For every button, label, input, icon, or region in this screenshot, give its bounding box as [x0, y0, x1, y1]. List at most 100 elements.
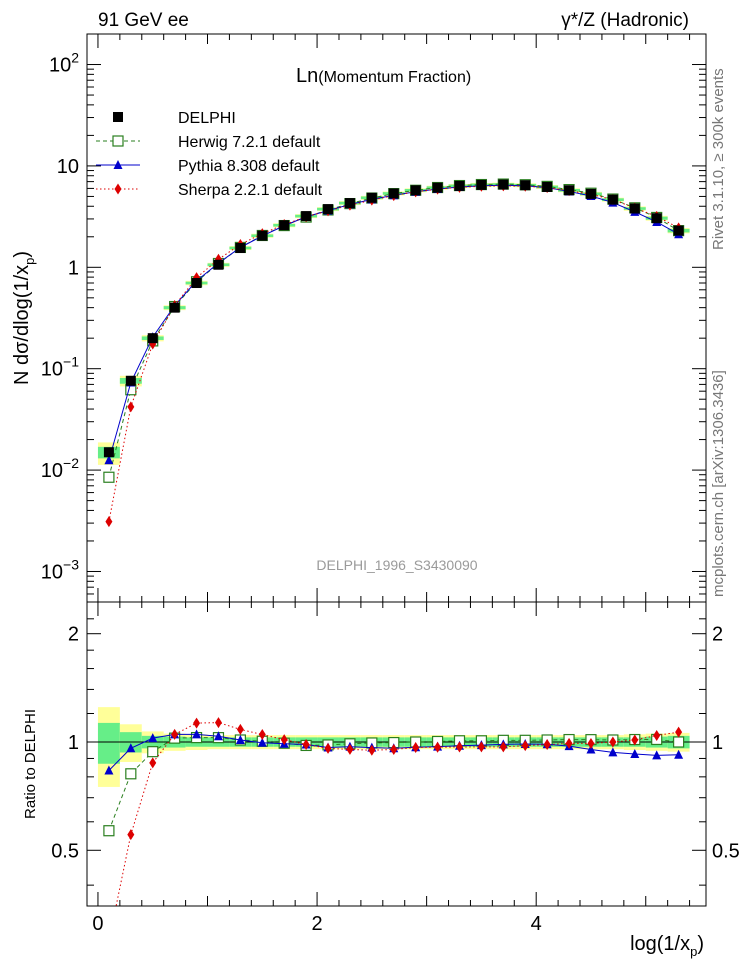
series-herwig-7-2-1-default: [103, 178, 685, 483]
ratio-point-pythia-8-308-default: [608, 747, 618, 757]
point-pythia-8-308-default: [104, 455, 114, 465]
ratio-panel: 0.5 0.5 1 1 2 2 0 2 4 Ratio to DELPHI log(1/xp): [22, 601, 740, 959]
x-axis: 0 2 4: [92, 602, 691, 935]
x-axis-label-main: log(1/x: [630, 933, 690, 955]
ratio-point-pythia-8-308-default: [586, 744, 596, 754]
legend-marker-herwig-7-2-1-default: [112, 135, 124, 147]
ratio-point-sherpa-2-2-1-default: [477, 741, 485, 753]
ratio-point-herwig-7-2-1-default: [125, 768, 137, 780]
ratio-point-pythia-8-308-default: [257, 737, 267, 747]
y-tick-label: 102: [49, 50, 79, 77]
point-delphi: [366, 192, 377, 203]
ratio-band-inner: [97, 722, 120, 764]
x-axis-label-sub: p: [690, 944, 697, 959]
ratio-point-herwig-7-2-1-default: [673, 736, 685, 748]
point-delphi: [191, 278, 202, 289]
point-delphi: [476, 179, 487, 190]
point-delphi: [651, 213, 662, 224]
ratio-point-sherpa-2-2-1-default: [368, 744, 376, 756]
ratio-point-pythia-8-308-default: [652, 750, 662, 760]
series-sherpa-2-2-1-default: [105, 180, 683, 528]
ratio-point-sherpa-2-2-1-default: [280, 734, 288, 746]
x-tick-label: 0: [92, 913, 103, 935]
main-panel: 10−3 10−2 10−1 1 10 102 Ln(Momentum Fraction)…: [11, 33, 707, 603]
point-delphi: [520, 180, 531, 191]
point-herwig-7-2-1-default: [103, 471, 115, 483]
point-delphi: [498, 179, 509, 190]
x-axis-label-close: ): [697, 933, 704, 955]
ratio-point-sherpa-2-2-1-default: [390, 743, 398, 755]
ratio-point-pythia-8-308-default: [148, 733, 158, 743]
legend-entry-delphi: DELPHI: [113, 110, 236, 127]
point-sherpa-2-2-1-default: [127, 401, 135, 413]
x-tick-label: 2: [312, 913, 323, 935]
ratio-point-sherpa-2-2-1-default: [587, 737, 595, 749]
ratio-point-sherpa-2-2-1-default: [565, 737, 573, 749]
point-delphi: [673, 225, 684, 236]
point-delphi: [257, 230, 268, 241]
y-axis-label-close: ): [11, 251, 33, 258]
point-delphi: [454, 180, 465, 191]
header-right: γ*/Z (Hadronic): [561, 10, 689, 31]
ratio-point-pythia-8-308-default: [235, 734, 245, 744]
ratio-point-sherpa-2-2-1-default: [302, 738, 310, 750]
main-y-axis: 10−3 10−2 10−1 1 10 102: [41, 33, 706, 603]
ratio-point-sherpa-2-2-1-default: [193, 717, 201, 729]
ratio-point-pythia-8-308-default: [104, 765, 114, 775]
point-delphi: [542, 181, 553, 192]
legend-marker-pythia-8-308-default: [113, 160, 123, 169]
ratio-line-sherpa-2-2-1-default: [115, 722, 679, 906]
ratio-y-axis: 0.5 0.5 1 1 2 2: [51, 618, 740, 886]
chart-title: Ln(Momentum Fraction): [296, 65, 471, 87]
legend-entry-pythia-8-308-default: Pythia 8.308 default: [96, 158, 320, 175]
ratio-point-sherpa-2-2-1-default: [455, 741, 463, 753]
y-axis-label-sub: p: [22, 258, 37, 265]
y-tick-label: 10−2: [41, 455, 79, 482]
series-pythia-8-308-default: [104, 180, 684, 465]
ratio-frame: [86, 601, 707, 907]
legend: DELPHI Herwig 7.2.1 default Pythia 8.308 d…: [96, 110, 323, 199]
ratio-point-pythia-8-308-default: [213, 731, 223, 741]
ratio-point-sherpa-2-2-1-default: [434, 741, 442, 753]
ratio-point-sherpa-2-2-1-default: [149, 757, 157, 769]
ratio-y-tick-label-right: 0.5: [712, 840, 740, 862]
series-line-pythia-8-308-default: [108, 184, 679, 461]
legend-entry-herwig-7-2-1-default: Herwig 7.2.1 default: [96, 134, 321, 151]
mcplots-label: mcplots.cern.ch [arXiv:1306.3436]: [710, 370, 727, 597]
ratio-point-sherpa-2-2-1-default: [609, 736, 617, 748]
y-tick-label: 10: [57, 156, 79, 178]
legend-entry-sherpa-2-2-1-default: Sherpa 2.2.1 default: [96, 182, 323, 199]
point-delphi: [235, 243, 246, 254]
ratio-point-sherpa-2-2-1-default: [214, 717, 222, 729]
ratio-y-tick-label-right: 1: [712, 732, 723, 754]
ratio-point-sherpa-2-2-1-default: [258, 729, 266, 741]
ratio-y-label: Ratio to DELPHI: [22, 709, 39, 819]
main-uncertainty-band: [97, 182, 690, 465]
point-delphi: [323, 204, 334, 215]
ratio-y-tick-label: 2: [68, 624, 79, 646]
rivet-label: Rivet 3.1.10, ≥ 300k events: [710, 68, 727, 250]
chart-title-sub: (Momentum Fraction): [318, 69, 471, 86]
ratio-point-pythia-8-308-default: [192, 729, 202, 739]
series-line-herwig-7-2-1-default: [108, 183, 679, 478]
ratio-point-pythia-8-308-default: [630, 748, 640, 758]
point-delphi: [564, 185, 575, 196]
ratio-series-group: [103, 717, 685, 906]
ratio-point-sherpa-2-2-1-default: [653, 729, 661, 741]
ratio-point-pythia-8-308-default: [126, 743, 136, 753]
point-delphi: [432, 182, 443, 193]
point-delphi: [410, 185, 421, 196]
point-delphi: [147, 333, 158, 344]
ratio-point-sherpa-2-2-1-default: [236, 723, 244, 735]
point-delphi: [607, 194, 618, 205]
ratio-point-sherpa-2-2-1-default: [521, 740, 529, 752]
y-axis-label: N dσ/dlog(1/xp): [11, 251, 37, 385]
ratio-point-sherpa-2-2-1-default: [499, 741, 507, 753]
legend-label-sherpa-2-2-1-default: Sherpa 2.2.1 default: [178, 182, 323, 199]
chart-title-main: Ln: [296, 65, 318, 87]
series-line-sherpa-2-2-1-default: [108, 185, 679, 522]
point-delphi: [344, 198, 355, 209]
main-x-axis-ticks: [97, 34, 691, 602]
ratio-point-sherpa-2-2-1-default: [324, 742, 332, 754]
point-sherpa-2-2-1-default: [105, 516, 113, 528]
